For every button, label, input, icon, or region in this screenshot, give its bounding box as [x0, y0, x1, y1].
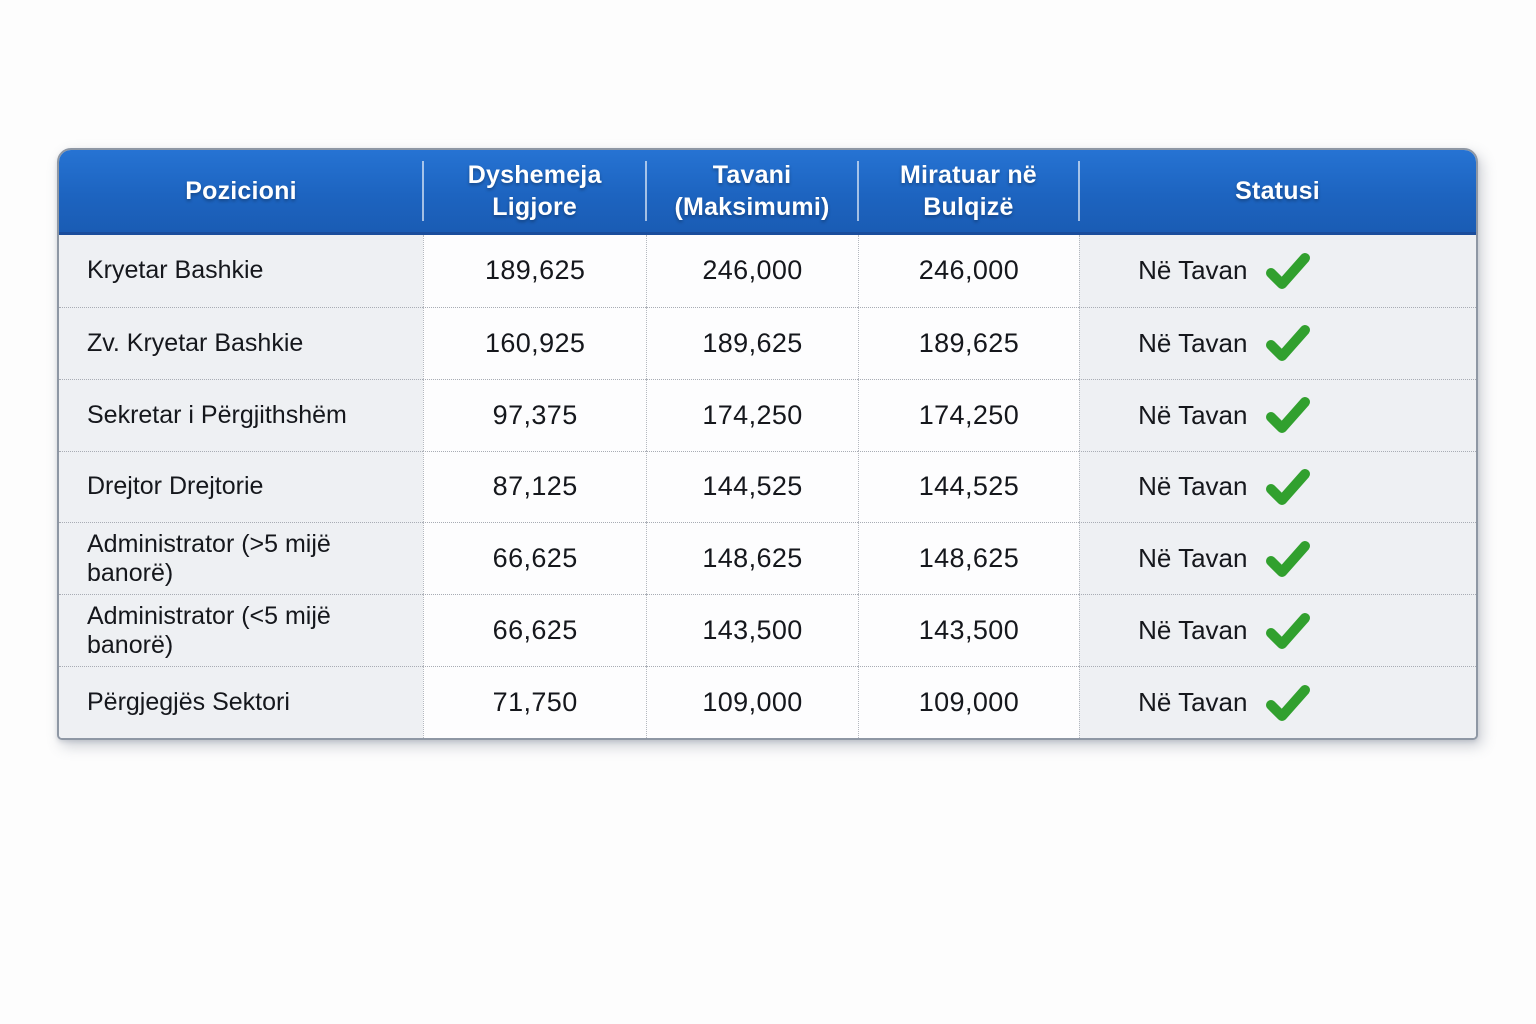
position-cell: Përgjegjës Sektori: [59, 666, 423, 738]
table-row: Drejtor Drejtorie 87,125 144,525 144,525…: [59, 450, 1476, 523]
status-cell: Në Tavan: [1079, 450, 1476, 523]
floor-cell: 71,750: [422, 666, 647, 738]
table-body: Kryetar Bashkie 189,625 246,000 246,000 …: [59, 235, 1476, 738]
header-pozicioni: Pozicioni: [185, 176, 297, 205]
table-row: Përgjegjës Sektori 71,750 109,000 109,00…: [59, 666, 1476, 738]
status-label: Në Tavan: [1138, 255, 1248, 286]
check-icon: [1266, 540, 1311, 577]
status-cell: Në Tavan: [1079, 594, 1476, 667]
check-icon: [1266, 468, 1311, 505]
salary-table: Pozicioni Dyshemeja Ligjore Tavani (Maks…: [57, 148, 1478, 740]
ceiling-cell: 189,625: [646, 306, 858, 379]
position-cell: Administrator (>5 mijë banorë): [59, 522, 423, 595]
check-icon: [1266, 612, 1311, 649]
status-label: Në Tavan: [1138, 471, 1248, 502]
floor-cell: 189,625: [422, 235, 647, 307]
header-statusi: Statusi: [1078, 150, 1476, 232]
status-label: Në Tavan: [1138, 615, 1248, 646]
position-cell: Zv. Kryetar Bashkie: [59, 306, 423, 379]
check-icon: [1266, 684, 1311, 721]
position-cell: Drejtor Drejtorie: [59, 450, 423, 523]
approved-cell: 144,525: [857, 450, 1080, 523]
position-cell: Administrator (<5 mijë banorë): [59, 594, 423, 667]
header-dyshemeja: Dyshemeja Ligjore: [421, 150, 646, 232]
table-header-row: Pozicioni Dyshemeja Ligjore Tavani (Maks…: [59, 150, 1476, 235]
ceiling-cell: 143,500: [646, 594, 858, 667]
approved-cell: 174,250: [857, 378, 1080, 451]
status-label: Në Tavan: [1138, 399, 1248, 430]
status-cell: Në Tavan: [1079, 522, 1476, 595]
ceiling-cell: 246,000: [646, 235, 858, 307]
status-cell: Në Tavan: [1079, 306, 1476, 379]
approved-cell: 143,500: [857, 594, 1080, 667]
approved-cell: 246,000: [857, 235, 1080, 307]
check-icon: [1266, 325, 1311, 362]
position-cell: Kryetar Bashkie: [59, 235, 423, 307]
floor-cell: 87,125: [422, 450, 647, 523]
status-label: Në Tavan: [1138, 687, 1248, 718]
status-label: Në Tavan: [1138, 327, 1248, 358]
approved-cell: 109,000: [857, 666, 1080, 738]
ceiling-cell: 144,525: [646, 450, 858, 523]
table-row: Kryetar Bashkie 189,625 246,000 246,000 …: [59, 235, 1476, 307]
ceiling-cell: 174,250: [646, 378, 858, 451]
floor-cell: 66,625: [422, 522, 647, 595]
status-cell: Në Tavan: [1079, 666, 1476, 738]
check-icon: [1266, 397, 1311, 434]
approved-cell: 189,625: [857, 306, 1080, 379]
ceiling-cell: 148,625: [646, 522, 858, 595]
floor-cell: 66,625: [422, 594, 647, 667]
floor-cell: 97,375: [422, 378, 647, 451]
status-cell: Në Tavan: [1079, 235, 1476, 307]
check-icon: [1266, 252, 1311, 289]
table-row: Sekretar i Përgjithshëm 97,375 174,250 1…: [59, 378, 1476, 451]
table-row: Zv. Kryetar Bashkie 160,925 189,625 189,…: [59, 306, 1476, 379]
status-cell: Në Tavan: [1079, 378, 1476, 451]
ceiling-cell: 109,000: [646, 666, 858, 738]
approved-cell: 148,625: [857, 522, 1080, 595]
table-row: Administrator (>5 mijë banorë) 66,625 14…: [59, 522, 1476, 595]
position-cell: Sekretar i Përgjithshëm: [59, 378, 423, 451]
floor-cell: 160,925: [422, 306, 647, 379]
header-tavani: Tavani (Maksimumi): [645, 150, 857, 232]
table-row: Administrator (<5 mijë banorë) 66,625 14…: [59, 594, 1476, 667]
status-label: Në Tavan: [1138, 543, 1248, 574]
header-miratuar: Miratuar në Bulqizë: [856, 150, 1079, 232]
